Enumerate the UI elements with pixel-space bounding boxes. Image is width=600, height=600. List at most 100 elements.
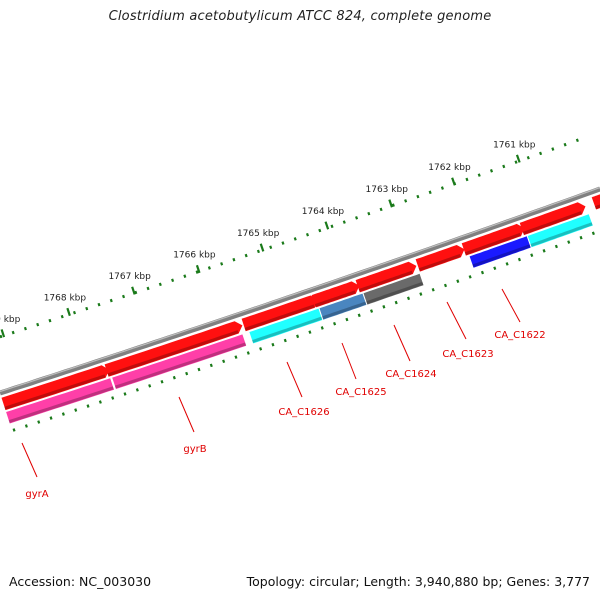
outer-ruler-tick (296, 334, 300, 339)
accession-label: Accession: NC_003030 (9, 574, 152, 589)
outer-ruler-tick (185, 371, 189, 376)
gene-leader-line (393, 324, 411, 362)
outer-ruler-tick (579, 235, 583, 240)
kbp-label: 1765 kbp (237, 229, 280, 239)
outer-ruler-tick (419, 292, 423, 296)
outer-ruler-tick (431, 287, 435, 292)
outer-ruler-tick (12, 428, 16, 432)
gene-label: CA_C1626 (278, 407, 329, 418)
ruler-tick (256, 249, 260, 254)
outer-ruler-tick (480, 270, 485, 275)
ruler-tick (330, 224, 334, 229)
cog-ca-c1621-band-shade (530, 222, 593, 247)
outer-ruler-tick (456, 279, 460, 283)
outer-ruler-tick (98, 400, 102, 404)
gene-ca-c1621-block (519, 202, 586, 236)
outer-ruler-tick (406, 296, 411, 301)
outer-ruler-tick (234, 355, 238, 359)
gene-label: CA_C1622 (494, 330, 545, 341)
ruler-tick (232, 257, 236, 262)
outer-ruler-tick (61, 412, 65, 416)
outer-ruler-tick (530, 253, 534, 257)
ruler-tick (122, 294, 126, 299)
gene-leader-line (446, 301, 467, 340)
kbp-label: 1764 kbp (302, 207, 345, 217)
gene-gyra-block (1, 365, 110, 411)
ruler-tick (195, 270, 199, 274)
ruler-tick (293, 237, 297, 241)
outer-ruler-tick (567, 240, 571, 244)
outer-ruler-tick (49, 416, 53, 420)
outer-ruler-tick (24, 424, 28, 428)
kbp-label: 1768 kbp (44, 294, 87, 304)
gene-ca-c1622-block (461, 223, 525, 256)
genome-backbone (0, 186, 600, 396)
gene-ca-c1623-block (415, 245, 465, 272)
ruler-major-tick (388, 199, 393, 208)
outer-ruler-tick (382, 305, 386, 309)
ruler-tick (109, 298, 113, 303)
outer-ruler-tick (283, 338, 287, 343)
gene-ca-c1624-block (355, 261, 417, 293)
cog-ca-c1622-band-shade (472, 244, 531, 268)
gene-ca-c1626-block (241, 295, 319, 332)
ruler-tick (318, 228, 322, 233)
outer-ruler-tick (468, 275, 472, 279)
ruler-tick (60, 314, 64, 319)
ruler-tick (171, 278, 175, 283)
outer-ruler-tick (160, 380, 164, 384)
outer-ruler-tick (222, 359, 226, 364)
ruler-tick (220, 262, 224, 266)
ruler-tick (391, 203, 395, 207)
ruler-major-tick (259, 243, 265, 252)
ruler-tick (97, 302, 101, 307)
outer-ruler-tick (197, 367, 201, 372)
gene-ca-c1623-block-shade (418, 253, 461, 272)
ruler-tick (48, 318, 52, 323)
kbp-label: 1763 kbp (366, 185, 409, 195)
outer-ruler-tick (591, 231, 595, 236)
outer-ruler-tick (554, 244, 558, 249)
outer-ruler-tick (86, 404, 90, 408)
gene-leader-line (501, 288, 521, 323)
genome-backbone-highlight (0, 186, 600, 393)
outer-ruler-tick (135, 388, 139, 392)
gene-gyrb-block (104, 321, 243, 377)
ruler-tick (514, 160, 518, 164)
ruler-tick (428, 190, 432, 195)
ruler-tick (551, 147, 555, 151)
kbp-label: 1769 kbp (0, 315, 21, 325)
ruler-tick (440, 186, 444, 190)
kbp-label: 1767 kbp (108, 272, 151, 282)
outer-ruler-tick (209, 363, 213, 368)
cog-gyra-band (6, 378, 115, 424)
ruler-tick (134, 290, 138, 295)
kbp-label: 1766 kbp (173, 251, 216, 261)
gene-ca-c1621-block-shade (522, 211, 582, 235)
cog-gyra-band-shade (8, 386, 114, 424)
ruler-tick (563, 142, 567, 147)
ruler-tick (367, 211, 371, 216)
ruler-tick (379, 207, 383, 212)
ruler-tick (342, 220, 346, 224)
gene-ca-c1626-block-shade (244, 304, 315, 331)
gene-ca-c1624-block-shade (358, 270, 413, 292)
gene-leader-line (21, 442, 38, 478)
ruler-tick (281, 241, 285, 245)
cog-ca-c1622-band (469, 236, 531, 268)
outer-ruler-tick (37, 420, 41, 424)
outer-ruler-tick (505, 262, 509, 266)
ruler-tick (269, 245, 273, 250)
outer-ruler-tick (517, 257, 521, 262)
gene-ca-c1625-block-shade (314, 290, 356, 307)
cog-ca-c1625-band (319, 293, 367, 320)
outer-ruler-tick (345, 317, 349, 322)
genome-summary-label: Topology: circular; Length: 3,940,880 bp… (246, 574, 590, 589)
outer-ruler-tick (74, 408, 78, 412)
outer-ruler-tick (333, 321, 337, 326)
ruler-tick (355, 216, 359, 220)
ruler-tick (305, 232, 310, 237)
cog-ca-c1626-band (249, 308, 323, 344)
outer-ruler-tick (443, 283, 448, 288)
cog-ca-c1626-band-shade (252, 316, 323, 343)
